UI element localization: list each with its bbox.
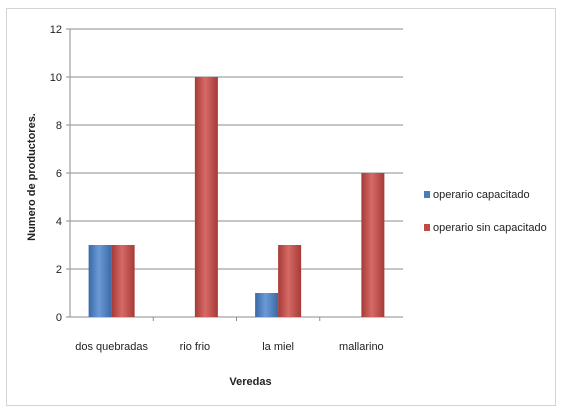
y-tick-label: 10: [50, 72, 62, 84]
bar-operario-capacitado: [88, 245, 112, 317]
y-tick-label: 4: [56, 216, 62, 228]
x-tick-label: rio frio: [180, 341, 211, 353]
bar-operario-capacitado: [255, 293, 279, 317]
y-tick-label: 6: [56, 168, 62, 180]
y-tick-label: 0: [56, 312, 62, 324]
legend-label: operario sin capacitado: [433, 222, 547, 234]
legend: operario capacitado operario sin capacita…: [424, 189, 547, 234]
labels: 0 2 4 6 8 10 12 dos quebradas rio frio la miel mal…: [26, 24, 384, 388]
chart-frame: [6, 8, 556, 406]
x-tick-label: dos quebradas: [75, 341, 148, 353]
gridlines: [70, 28, 403, 270]
bar-operario-sin-capacitado: [111, 245, 135, 317]
bar-operario-sin-capacitado: [278, 245, 302, 317]
bar-operario-sin-capacitado: [361, 173, 385, 317]
x-tick-label: la miel: [262, 341, 294, 353]
x-tick-label: mallarino: [339, 341, 384, 353]
legend-label: operario capacitado: [433, 189, 530, 201]
x-axis-title: Veredas: [229, 376, 271, 388]
y-tick-label: 2: [56, 264, 62, 276]
axes: [66, 28, 403, 321]
bar-operario-sin-capacitado: [194, 77, 218, 317]
bars: [88, 77, 385, 317]
legend-swatch: [424, 191, 430, 198]
y-axis-title: Numero de productores.: [26, 113, 38, 241]
legend-swatch: [424, 224, 430, 231]
y-tick-label: 8: [56, 120, 62, 132]
y-tick-label: 12: [50, 24, 62, 36]
